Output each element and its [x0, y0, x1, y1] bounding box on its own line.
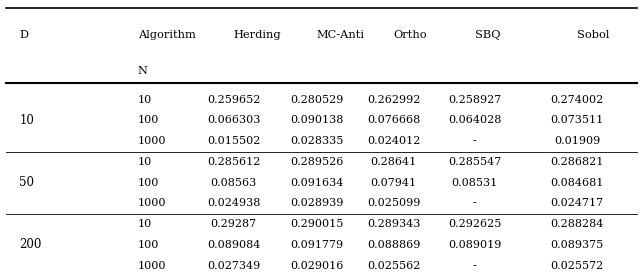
Text: 0.076668: 0.076668 [367, 115, 420, 125]
Text: -: - [473, 261, 476, 271]
Text: 0.091634: 0.091634 [290, 178, 344, 188]
Text: 0.025572: 0.025572 [550, 261, 604, 271]
Text: Sobol: Sobol [577, 30, 609, 40]
Text: 0.258927: 0.258927 [448, 95, 501, 105]
Text: 10: 10 [138, 219, 152, 229]
Text: 0.091779: 0.091779 [290, 240, 344, 250]
Text: 0.025099: 0.025099 [367, 198, 420, 208]
Text: 0.066303: 0.066303 [207, 115, 260, 125]
Text: 0.024012: 0.024012 [367, 136, 420, 146]
Text: SBQ: SBQ [475, 30, 500, 40]
Text: 0.285547: 0.285547 [448, 157, 501, 167]
Text: 0.064028: 0.064028 [448, 115, 501, 125]
Text: 0.07941: 0.07941 [371, 178, 417, 188]
Text: -: - [473, 136, 476, 146]
Text: -: - [473, 198, 476, 208]
Text: N: N [138, 66, 147, 76]
Text: 0.29287: 0.29287 [211, 219, 257, 229]
Text: 1000: 1000 [138, 261, 166, 271]
Text: 0.084681: 0.084681 [550, 178, 604, 188]
Text: 0.029016: 0.029016 [290, 261, 344, 271]
Text: 0.015502: 0.015502 [207, 136, 260, 146]
Text: 0.285612: 0.285612 [207, 157, 260, 167]
Text: 0.088869: 0.088869 [367, 240, 420, 250]
Text: D: D [19, 30, 28, 40]
Text: 0.089084: 0.089084 [207, 240, 260, 250]
Text: 100: 100 [138, 115, 159, 125]
Text: 0.259652: 0.259652 [207, 95, 260, 105]
Text: Herding: Herding [234, 30, 281, 40]
Text: 0.025562: 0.025562 [367, 261, 420, 271]
Text: 0.280529: 0.280529 [290, 95, 344, 105]
Text: 0.01909: 0.01909 [554, 136, 600, 146]
Text: 0.289343: 0.289343 [367, 219, 420, 229]
Text: 0.024938: 0.024938 [207, 198, 260, 208]
Text: 100: 100 [138, 240, 159, 250]
Text: 0.08563: 0.08563 [211, 178, 257, 188]
Text: 0.028939: 0.028939 [290, 198, 344, 208]
Text: 0.262992: 0.262992 [367, 95, 420, 105]
Text: Ortho: Ortho [394, 30, 428, 40]
Text: 0.288284: 0.288284 [550, 219, 604, 229]
Text: Algorithm: Algorithm [138, 30, 195, 40]
Text: 100: 100 [138, 178, 159, 188]
Text: 0.090138: 0.090138 [290, 115, 344, 125]
Text: 0.28641: 0.28641 [371, 157, 417, 167]
Text: 0.073511: 0.073511 [550, 115, 604, 125]
Text: 0.292625: 0.292625 [448, 219, 501, 229]
Text: 0.089019: 0.089019 [448, 240, 501, 250]
Text: 1000: 1000 [138, 136, 166, 146]
Text: 10: 10 [19, 114, 34, 127]
Text: 0.290015: 0.290015 [290, 219, 344, 229]
Text: 50: 50 [19, 176, 34, 189]
Text: 1000: 1000 [138, 198, 166, 208]
Text: 0.089375: 0.089375 [550, 240, 604, 250]
Text: 0.027349: 0.027349 [207, 261, 260, 271]
Text: 0.274002: 0.274002 [550, 95, 604, 105]
Text: 200: 200 [19, 238, 42, 251]
Text: 0.286821: 0.286821 [550, 157, 604, 167]
Text: 0.028335: 0.028335 [290, 136, 344, 146]
Text: MC-Anti: MC-Anti [317, 30, 365, 40]
Text: 10: 10 [138, 95, 152, 105]
Text: 0.289526: 0.289526 [290, 157, 344, 167]
Text: 10: 10 [138, 157, 152, 167]
Text: 0.024717: 0.024717 [550, 198, 604, 208]
Text: 0.08531: 0.08531 [451, 178, 498, 188]
